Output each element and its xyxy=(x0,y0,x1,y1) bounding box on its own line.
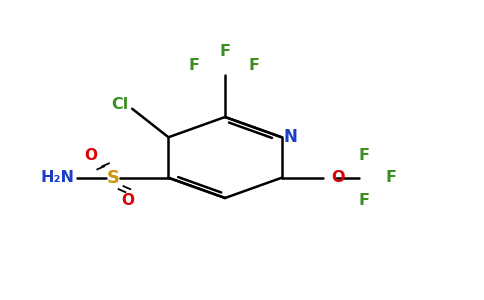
Text: H₂N: H₂N xyxy=(40,170,74,185)
Text: N: N xyxy=(284,128,297,146)
Text: F: F xyxy=(188,58,199,74)
Text: O: O xyxy=(332,170,345,185)
Text: F: F xyxy=(220,44,230,59)
Text: F: F xyxy=(386,170,397,185)
Text: F: F xyxy=(359,148,369,163)
Text: O: O xyxy=(121,193,134,208)
Text: F: F xyxy=(249,58,259,74)
Text: F: F xyxy=(359,193,369,208)
Text: O: O xyxy=(85,148,98,163)
Text: Cl: Cl xyxy=(111,97,128,112)
Text: S: S xyxy=(106,169,120,187)
